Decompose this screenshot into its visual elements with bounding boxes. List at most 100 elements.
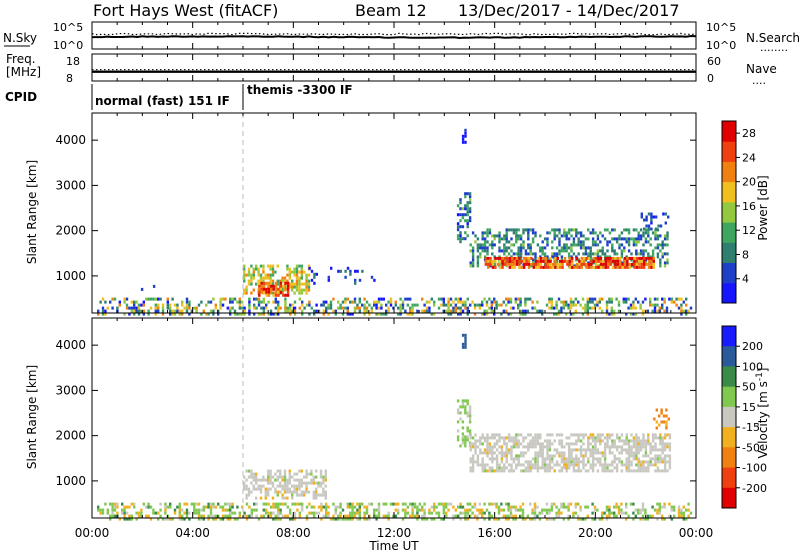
heatmap-cell: [663, 445, 667, 449]
heatmap-cell: [433, 517, 436, 521]
heatmap-cell: [524, 297, 527, 301]
heatmap-cell: [288, 487, 291, 491]
heatmap-cell: [289, 306, 292, 310]
heatmap-cell: [512, 243, 516, 247]
heatmap-cell: [656, 469, 660, 473]
heatmap-cell: [288, 276, 291, 280]
heatmap-cell: [526, 297, 529, 301]
heatmap-cell: [229, 511, 232, 515]
heatmap-cell: [543, 460, 547, 464]
heatmap-cell: [661, 436, 664, 440]
heatmap-cell: [499, 256, 502, 260]
heatmap-cell: [356, 502, 359, 506]
heatmap-cell: [616, 262, 619, 266]
heatmap-cell: [293, 312, 297, 316]
heatmap-cell: [659, 243, 662, 247]
heatmap-cell: [635, 454, 638, 458]
heatmap-cell: [642, 436, 645, 440]
heatmap-cell: [652, 265, 655, 269]
heatmap-cell: [639, 469, 643, 473]
heatmap-cell: [536, 469, 540, 473]
heatmap-cell: [590, 262, 593, 266]
heatmap-cell: [534, 433, 537, 437]
heatmap-cell: [315, 475, 318, 479]
heatmap-cell: [685, 312, 688, 316]
heatmap-cell: [619, 265, 622, 269]
heatmap-cell: [500, 469, 504, 473]
heatmap-cell: [546, 231, 549, 235]
heatmap-cell: [647, 433, 650, 437]
heatmap-cell: [627, 439, 631, 443]
velocity-panel-frame: [91, 317, 697, 519]
heatmap-cell: [259, 264, 263, 268]
heatmap-cell: [584, 252, 588, 256]
heatmap-cell: [440, 517, 443, 521]
heatmap-cell: [625, 433, 628, 437]
heatmap-cell: [500, 457, 504, 461]
heatmap-cell: [627, 228, 631, 232]
heatmap-cell: [197, 514, 201, 518]
heatmap-cell: [332, 517, 335, 521]
heatmap-cell: [515, 433, 518, 437]
heatmap-cell: [445, 502, 448, 506]
heatmap-cell: [291, 285, 294, 289]
heatmap-cell: [300, 478, 303, 482]
heatmap-cell: [255, 472, 258, 476]
frequency-panel: Freq. [MHz] 18 8 60 0 Nave ....: [6, 52, 777, 87]
heatmap-cell: [623, 448, 626, 452]
heatmap-cell: [479, 255, 482, 259]
heatmap-cell: [488, 511, 491, 515]
heatmap-cell: [243, 267, 246, 271]
heatmap-cell: [99, 508, 102, 512]
heatmap-cell: [563, 460, 566, 464]
heatmap-cell: [317, 493, 320, 497]
heatmap-cell: [483, 297, 486, 301]
heatmap-cell: [404, 508, 407, 512]
heatmap-cell: [267, 511, 270, 515]
heatmap-cell: [409, 312, 412, 316]
heatmap-cell: [644, 460, 648, 464]
heatmap-cell: [418, 502, 421, 506]
heatmap-cell: [644, 228, 648, 232]
heatmap-cell: [623, 262, 627, 266]
heatmap-cell: [368, 517, 371, 521]
heatmap-cell: [553, 517, 556, 521]
heatmap-cell: [286, 481, 289, 485]
heatmap-cell: [615, 448, 619, 452]
heatmap-cell: [653, 508, 657, 512]
heatmap-cell: [490, 309, 493, 313]
heatmap-cell: [276, 493, 279, 497]
heatmap-cell: [667, 215, 670, 219]
heatmap-cell: [471, 249, 475, 253]
heatmap-cell: [627, 240, 631, 244]
heatmap-cell: [575, 228, 578, 232]
heatmap-cell: [147, 505, 150, 509]
heatmap-cell: [582, 457, 585, 461]
heatmap-cell: [226, 306, 229, 310]
heatmap-cell: [560, 249, 564, 253]
heatmap-cell: [493, 469, 496, 473]
heatmap-cell: [550, 505, 553, 509]
heatmap-cell: [505, 460, 508, 464]
heatmap-cell: [575, 439, 578, 443]
heatmap-cell: [495, 463, 499, 467]
heatmap-cell: [262, 306, 265, 310]
heatmap-cell: [483, 246, 487, 250]
heatmap-cell: [377, 514, 381, 518]
heatmap-cell: [663, 237, 667, 241]
heatmap-cell: [491, 259, 495, 263]
heatmap-cell: [476, 261, 480, 265]
heatmap-cell: [519, 303, 522, 307]
y-tick-label: 3000: [55, 178, 86, 192]
heatmap-cell: [442, 300, 445, 304]
heatmap-cell: [274, 297, 277, 301]
heatmap-cell: [512, 228, 516, 232]
heatmap-cell: [135, 511, 138, 515]
heatmap-cell: [491, 469, 494, 473]
heatmap-cell: [401, 306, 405, 310]
heatmap-cell: [425, 517, 429, 521]
heatmap-cell: [536, 457, 540, 461]
heatmap-cell: [349, 505, 352, 509]
heatmap-cell: [113, 502, 117, 506]
heatmap-cell: [608, 436, 612, 440]
